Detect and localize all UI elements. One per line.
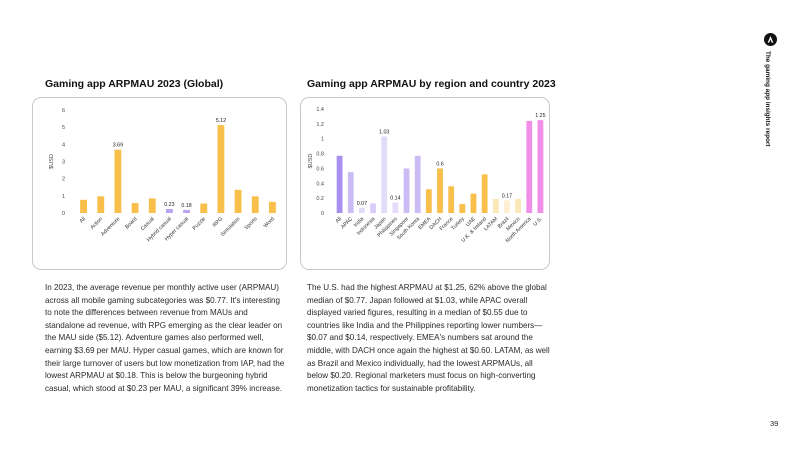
bar-apac [347, 172, 354, 213]
y-tick-label: 0 [321, 211, 324, 217]
y-tick-label: 0.2 [316, 196, 324, 202]
x-tick-label-adventure: Adventure [100, 216, 121, 237]
bar-uae [470, 193, 477, 213]
data-label-hybrid-casual: 0.23 [164, 202, 174, 208]
y-tick-label: 5 [62, 125, 65, 131]
bar-france [448, 186, 455, 213]
y-tick-label: 6 [62, 108, 65, 114]
y-tick-label: 0.8 [316, 152, 324, 158]
bar-sports [251, 196, 259, 213]
region-arpmau-chart: 00.20.40.60.811.21.4$USDAllAPAC0.07India… [308, 107, 546, 244]
bar-north-america [526, 120, 533, 213]
bar-hyper-casual [183, 209, 191, 213]
x-tick-label-sports: Sports [244, 216, 259, 231]
bar-puzzle [200, 203, 208, 213]
bar-brazil [504, 200, 510, 213]
brand-logo-icon [764, 33, 777, 46]
global-arpmau-chart: 0 1 2 3 4 5 6 $USD All Action 3.69 Adventure Board Ca… [49, 108, 276, 243]
left-chart-heading: Gaming app ARPMAU 2023 (Global) [45, 78, 224, 90]
x-tick-label-word: Word [263, 216, 276, 229]
y-tick-label: 3 [62, 160, 65, 166]
bar-board [131, 203, 139, 213]
data-label-india: 0.07 [357, 201, 367, 207]
y-tick-label: 1.2 [316, 122, 324, 128]
bar-singapore [403, 168, 410, 213]
bar-indonesia [370, 203, 376, 213]
bar-dach [437, 168, 443, 213]
region-arpmau-chart-panel: 0 0.2 0.4 0.6 0.8 1 1.2 1.4 $USD All APAC 0.07 India… [300, 97, 550, 270]
y-tick-label: 1 [62, 194, 65, 200]
bar-mexico [515, 198, 521, 213]
bar-action [97, 196, 105, 213]
y-tick-label: 0 [62, 211, 65, 217]
x-tick-label-u-s: U.S. [532, 216, 544, 228]
bar-japan [381, 136, 388, 213]
y-tick-label: 0.4 [316, 181, 324, 187]
x-tick-label-action: Action [90, 216, 105, 231]
bar-latam [492, 198, 499, 213]
data-label-japan: 1.03 [379, 129, 389, 135]
y-tick-label: 1 [321, 137, 324, 143]
y-axis-label: $USD [308, 154, 314, 169]
x-tick-label-all: All [335, 216, 343, 224]
bar-adventure [114, 149, 122, 213]
bar-turkey [459, 204, 466, 213]
x-tick-label-puzzle: Puzzle [192, 216, 208, 232]
y-tick-label: 4 [62, 142, 65, 148]
x-tick-label-apac: APAC [340, 216, 354, 230]
data-label-dach: 0.6 [436, 161, 443, 167]
x-tick-label-casual: Casual [140, 216, 156, 232]
bar-all [80, 199, 88, 213]
data-label-adventure: 3.69 [113, 143, 123, 149]
bar-hybrid-casual [165, 209, 173, 213]
data-label-philippines: 0.14 [390, 196, 400, 202]
y-axis-label: $USD [49, 154, 55, 169]
left-body-paragraph: In 2023, the average revenue per monthly… [45, 283, 285, 393]
report-sidebar: The gaming app insights report [764, 33, 784, 233]
global-arpmau-chart-panel: 0 1 2 3 4 5 6 $USD All Action 3.69 Adventure Board Ca… [32, 97, 287, 270]
x-tick-label-all: All [79, 216, 87, 224]
bar-emea [425, 189, 432, 213]
bar-india [358, 207, 365, 213]
data-label-u-s: 1.25 [535, 113, 545, 119]
data-label-rpg: 5.12 [216, 118, 226, 124]
bar-all [336, 155, 343, 213]
page-number: 39 [770, 419, 779, 428]
y-tick-label: 0.6 [316, 166, 324, 172]
x-tick-label-board: Board [124, 216, 138, 230]
bar-simulation [234, 189, 242, 213]
right-body-paragraph: The U.S. had the highest ARPMAU at $1.25… [307, 283, 550, 393]
bar-casual [148, 198, 156, 213]
data-label-brazil: 0.17 [502, 193, 512, 199]
y-tick-label: 1.4 [316, 107, 324, 113]
bar-word [268, 201, 276, 213]
report-title: The gaming app insights report [764, 51, 771, 147]
x-tick-label-rpg: RPG [212, 216, 224, 228]
right-chart-heading: Gaming app ARPMAU by region and country … [307, 78, 556, 90]
bar-u-s [537, 120, 544, 213]
bar-philippines [392, 202, 399, 213]
bar-u-k-ireland [481, 174, 488, 213]
y-tick-label: 2 [62, 177, 65, 183]
bar-rpg [217, 125, 225, 213]
data-label-hyper-casual: 0.18 [181, 203, 191, 209]
bar-south-korea [414, 155, 421, 213]
